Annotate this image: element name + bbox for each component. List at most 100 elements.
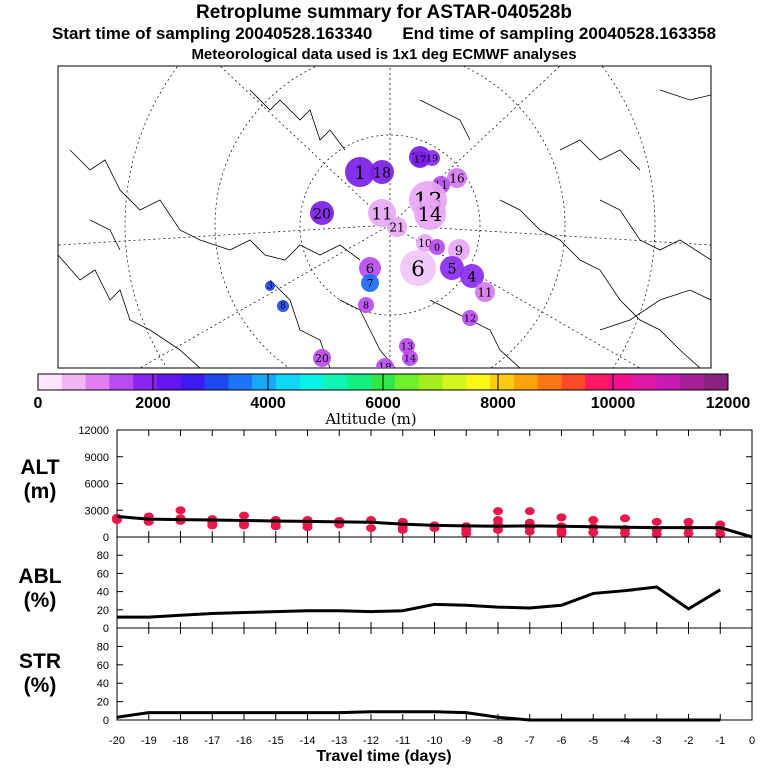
x-tick-label: -5: [588, 735, 598, 747]
plume-clusters: 1182019161113142011211096786541112131420…: [265, 146, 495, 368]
plume-label: 7: [367, 277, 374, 290]
colorbar-cell: [466, 374, 491, 390]
plume-marker: [370, 160, 394, 184]
plume-cluster: 8: [358, 297, 374, 313]
x-tick-label: 0: [749, 735, 755, 747]
x-tick-label: -4: [620, 735, 630, 747]
colorbar-tick-label: 8000: [480, 395, 516, 412]
colorbar-cell: [38, 374, 63, 390]
plume-marker: [345, 157, 375, 187]
colorbar-cell: [442, 374, 467, 390]
x-tick-label: -6: [557, 735, 567, 747]
y-tick-label: 60: [97, 660, 109, 672]
y-tick-label: 6000: [85, 479, 109, 491]
colorbar-tick-label: 2000: [135, 395, 171, 412]
plume-cluster: 5: [440, 256, 464, 280]
altitude-point: [302, 523, 313, 532]
y-tick-label: 80: [97, 641, 109, 653]
series-line: [117, 585, 722, 619]
colorbar-tick-label: 6000: [365, 395, 401, 412]
x-axis: -20 -19 -18 -17 -16 -15 -14 -13 -12 -11 -10 -9 -8 -7-…: [109, 735, 755, 747]
alt-unit: (m): [23, 480, 57, 503]
plume-label: 14: [404, 354, 416, 365]
plume-marker: [313, 349, 331, 367]
panel-frame: [116, 627, 753, 721]
plume-marker: [448, 239, 470, 261]
plume-cluster: 11: [475, 282, 495, 302]
plume-cluster: 13: [399, 338, 415, 354]
y-tick-label: 40: [97, 678, 109, 690]
altitude-point: [207, 521, 218, 530]
colorbar-cell: [228, 374, 253, 390]
plume-cluster: 16: [447, 168, 467, 188]
colorbar-cell: [61, 374, 87, 390]
str-panel: 0 20 40 60 80: [97, 627, 753, 727]
plume-label: 19: [426, 154, 438, 165]
altitude-point: [683, 529, 694, 538]
plume-label: 8: [280, 302, 286, 312]
plume-cluster: 1: [345, 157, 375, 187]
plume-label: 21: [389, 221, 404, 235]
altitude-point: [461, 529, 472, 538]
x-tick-label: -15: [268, 735, 284, 747]
alt-label: ALT: [20, 456, 60, 479]
plume-label: 14: [418, 203, 442, 226]
str-label: STR: [19, 650, 61, 673]
map-panel: 1182019161113142011211096786541112131420…: [57, 65, 712, 369]
end-time-label: End time of sampling 20040528.163358: [402, 24, 717, 43]
x-tick-label: -2: [684, 735, 694, 747]
colorbar-cell: [418, 374, 443, 390]
altitude-point: [651, 530, 662, 539]
abl-unit: (%): [23, 589, 57, 612]
plume-marker: [387, 217, 407, 237]
x-tick-label: -16: [236, 735, 252, 747]
plume-label: 4: [467, 269, 476, 285]
y-tick-label: 9000: [85, 452, 109, 464]
plume-label: 18: [373, 165, 391, 181]
plume-marker: [358, 297, 374, 313]
colorbar-cell: [561, 374, 586, 390]
x-tick-label: -13: [331, 735, 347, 747]
plume-marker: [310, 201, 334, 225]
colorbar-cell: [680, 374, 705, 390]
plume-marker: [368, 199, 396, 227]
x-tick-label: -8: [493, 735, 503, 747]
altitude-point: [239, 521, 249, 530]
map-graticule: [58, 66, 711, 368]
colorbar-cell: [252, 374, 277, 390]
colorbar-cell: [299, 374, 325, 390]
colorbar-cell: [394, 374, 420, 390]
altitude-point: [651, 517, 662, 526]
plume-marker: [361, 274, 379, 292]
plume-label: 10: [418, 237, 432, 250]
plume-cluster: 14: [402, 350, 418, 366]
plume-cluster: 4: [460, 264, 484, 288]
altitude-point: [715, 530, 726, 539]
plume-marker: [412, 151, 428, 167]
plume-cluster: 17: [412, 151, 428, 167]
plume-label: 13: [401, 342, 413, 353]
colorbar-title: Altitude (m): [324, 410, 416, 428]
y-tick-label: 0: [103, 715, 109, 727]
plume-cluster: 20: [313, 349, 331, 367]
altitude-point: [620, 514, 630, 523]
x-tick-label: -11: [395, 735, 410, 747]
plume-marker: [447, 168, 467, 188]
plume-cluster: 18: [376, 358, 394, 368]
plume-cluster: 12: [462, 310, 478, 326]
altitude-point: [588, 528, 599, 537]
altitude-point: [524, 527, 535, 536]
altitude-point: [556, 513, 567, 522]
colorbar-cell: [585, 374, 610, 390]
str-panel-label: STR (%): [0, 650, 80, 698]
series-line: [116, 514, 753, 539]
plume-marker: [402, 350, 418, 366]
plume-cluster: 11: [368, 199, 396, 227]
plume-marker: [400, 250, 436, 286]
colorbar-tick-label: 10000: [591, 395, 636, 412]
x-tick-label: -19: [141, 735, 157, 747]
plume-marker: [277, 300, 289, 312]
y-tick-label: 20: [97, 605, 109, 617]
plume-cluster: 18: [370, 160, 394, 184]
plume-cluster: 19: [424, 150, 440, 166]
